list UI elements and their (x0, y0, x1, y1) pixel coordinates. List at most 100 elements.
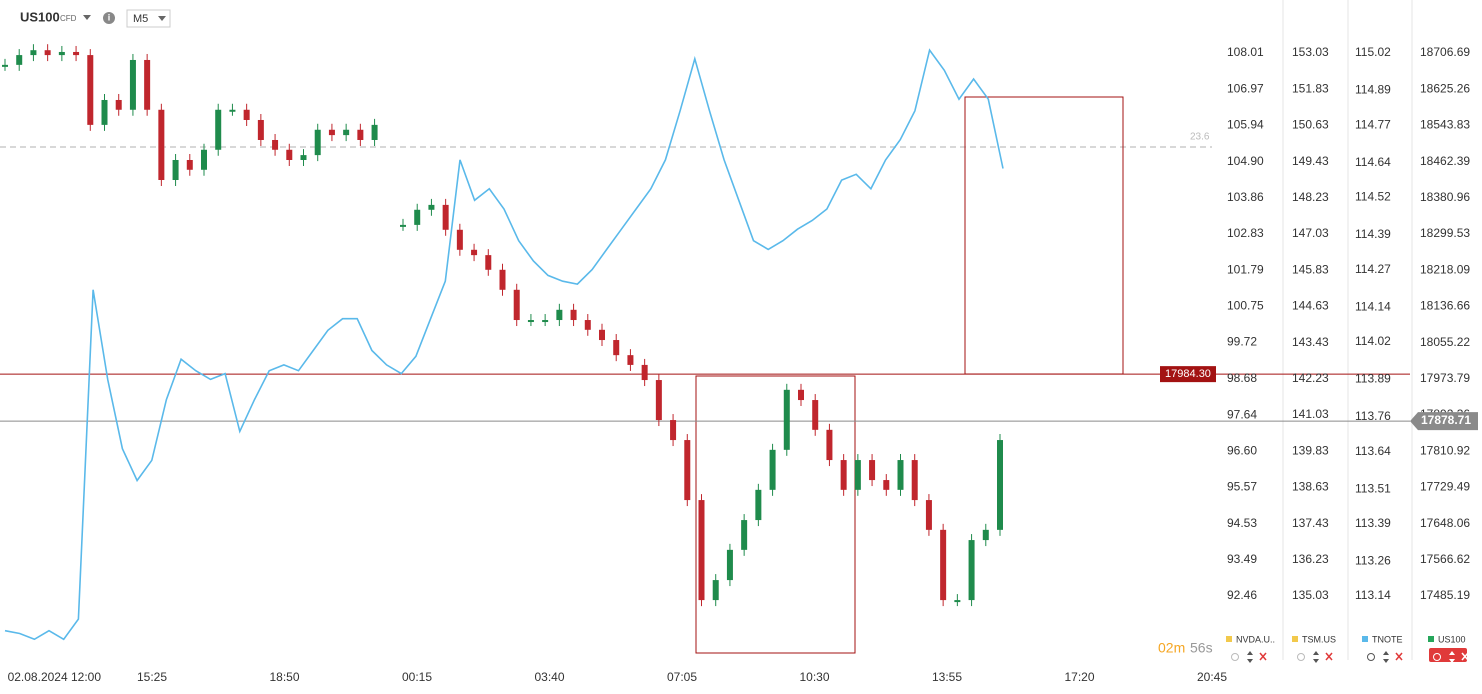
price-tick-label: 114.39 (1355, 227, 1391, 241)
candle (570, 309, 577, 321)
close-icon[interactable] (1395, 652, 1403, 661)
candle (798, 389, 804, 401)
x-tick-label: 07:05 (667, 670, 697, 684)
candle (627, 355, 634, 365)
price-tick-label: 114.27 (1355, 262, 1391, 276)
price-tick-label: 147.03 (1292, 226, 1329, 240)
price-tick-label: 151.83 (1292, 81, 1329, 95)
price-tick-label: 18055.22 (1420, 335, 1470, 349)
legend-name: US100 (1438, 634, 1466, 644)
candle (869, 460, 876, 481)
price-tick-label: 95.57 (1227, 480, 1257, 494)
candle (783, 389, 790, 450)
price-tick-label: 97.64 (1227, 407, 1257, 421)
price-tag-label: 17878.71 (1421, 413, 1471, 427)
candle (144, 59, 151, 110)
price-tick-label: 138.63 (1292, 480, 1329, 494)
candle (698, 500, 705, 601)
candle (883, 480, 890, 490)
order-icon[interactable] (1449, 651, 1455, 663)
eye-icon[interactable] (1433, 653, 1441, 661)
price-tick-label: 18462.39 (1420, 154, 1470, 168)
dropdown-arrow[interactable] (83, 15, 91, 20)
price-tick-label: 114.14 (1355, 299, 1391, 313)
price-tick-label: 17566.62 (1420, 552, 1470, 566)
symbol[interactable]: US100 (20, 9, 60, 24)
price-tick-label: 103.86 (1227, 190, 1264, 204)
candle (172, 159, 179, 180)
candle (542, 320, 549, 323)
price-tick-label: 94.53 (1227, 516, 1257, 530)
candle (73, 51, 80, 56)
close-icon[interactable] (1325, 652, 1333, 661)
price-tick-label: 18380.96 (1420, 190, 1470, 204)
dropdown-arrow (158, 16, 166, 21)
info-icon[interactable] (103, 12, 115, 24)
x-tick-label: 00:15 (402, 670, 432, 684)
price-tick-label: 114.77 (1355, 117, 1391, 131)
price-tick-label: 114.52 (1355, 190, 1391, 204)
candle (527, 320, 534, 323)
close-icon[interactable] (1461, 652, 1469, 661)
legend-name: NVDA.U.. (1236, 634, 1275, 644)
candle (215, 109, 222, 150)
candle (257, 119, 264, 140)
candle (328, 129, 335, 136)
candle (940, 529, 947, 601)
candle (769, 449, 776, 490)
candle (158, 109, 165, 180)
price-tick-label: 145.83 (1292, 262, 1329, 276)
price-tick-label: 18299.53 (1420, 226, 1470, 240)
price-tick-label: 139.83 (1292, 443, 1329, 457)
order-icon[interactable] (1247, 651, 1253, 663)
order-icon[interactable] (1313, 651, 1319, 663)
price-tick-label: 18218.09 (1420, 262, 1470, 276)
price-tick-label: 92.46 (1227, 588, 1257, 602)
price-tick-label: 142.23 (1292, 371, 1329, 385)
order-icon[interactable] (1383, 651, 1389, 663)
price-tick-label: 105.94 (1227, 117, 1264, 131)
price-tick-label: 113.26 (1355, 554, 1391, 568)
price-tick-label: 113.76 (1355, 409, 1391, 423)
x-tick-label: 15:25 (137, 670, 167, 684)
candle (684, 440, 691, 501)
eye-icon[interactable] (1367, 653, 1375, 661)
price-tick-label: 98.68 (1227, 371, 1257, 385)
x-tick-label: 18:50 (269, 670, 299, 684)
candle (741, 520, 748, 550)
candle (499, 269, 506, 290)
timeframe: M5 (133, 13, 148, 25)
legend-swatch (1362, 636, 1368, 642)
candle (925, 500, 932, 530)
series-layer (0, 44, 1410, 641)
candle (599, 329, 605, 341)
candle (87, 55, 94, 125)
price-tick-label: 114.89 (1355, 83, 1391, 97)
x-tick-label: 03:40 (534, 670, 564, 684)
candle (556, 309, 563, 321)
eye-icon[interactable] (1297, 653, 1305, 661)
eye-icon[interactable] (1231, 653, 1239, 661)
candle (954, 600, 961, 603)
candle (314, 129, 321, 156)
candle (201, 149, 207, 170)
price-tag (1160, 366, 1216, 383)
zone-box (964, 96, 1124, 375)
price-tick-label: 104.90 (1227, 154, 1264, 168)
candle (428, 204, 435, 210)
price-tick-label: 102.83 (1227, 226, 1264, 240)
price-tick-label: 153.03 (1292, 45, 1329, 59)
candle (854, 460, 861, 490)
info-i: i (108, 12, 111, 22)
candle (726, 549, 733, 581)
close-icon[interactable] (1259, 652, 1267, 661)
zone-box (695, 375, 856, 654)
candle (2, 64, 8, 67)
price-tick-label: 137.43 (1292, 516, 1329, 530)
price-tick-label: 18136.66 (1420, 299, 1470, 313)
price-tick-label: 144.63 (1292, 299, 1329, 313)
price-tick-label: 108.01 (1227, 45, 1264, 59)
legend-swatch (1428, 636, 1434, 642)
timeframe-box[interactable] (126, 9, 171, 28)
candle (613, 340, 620, 356)
